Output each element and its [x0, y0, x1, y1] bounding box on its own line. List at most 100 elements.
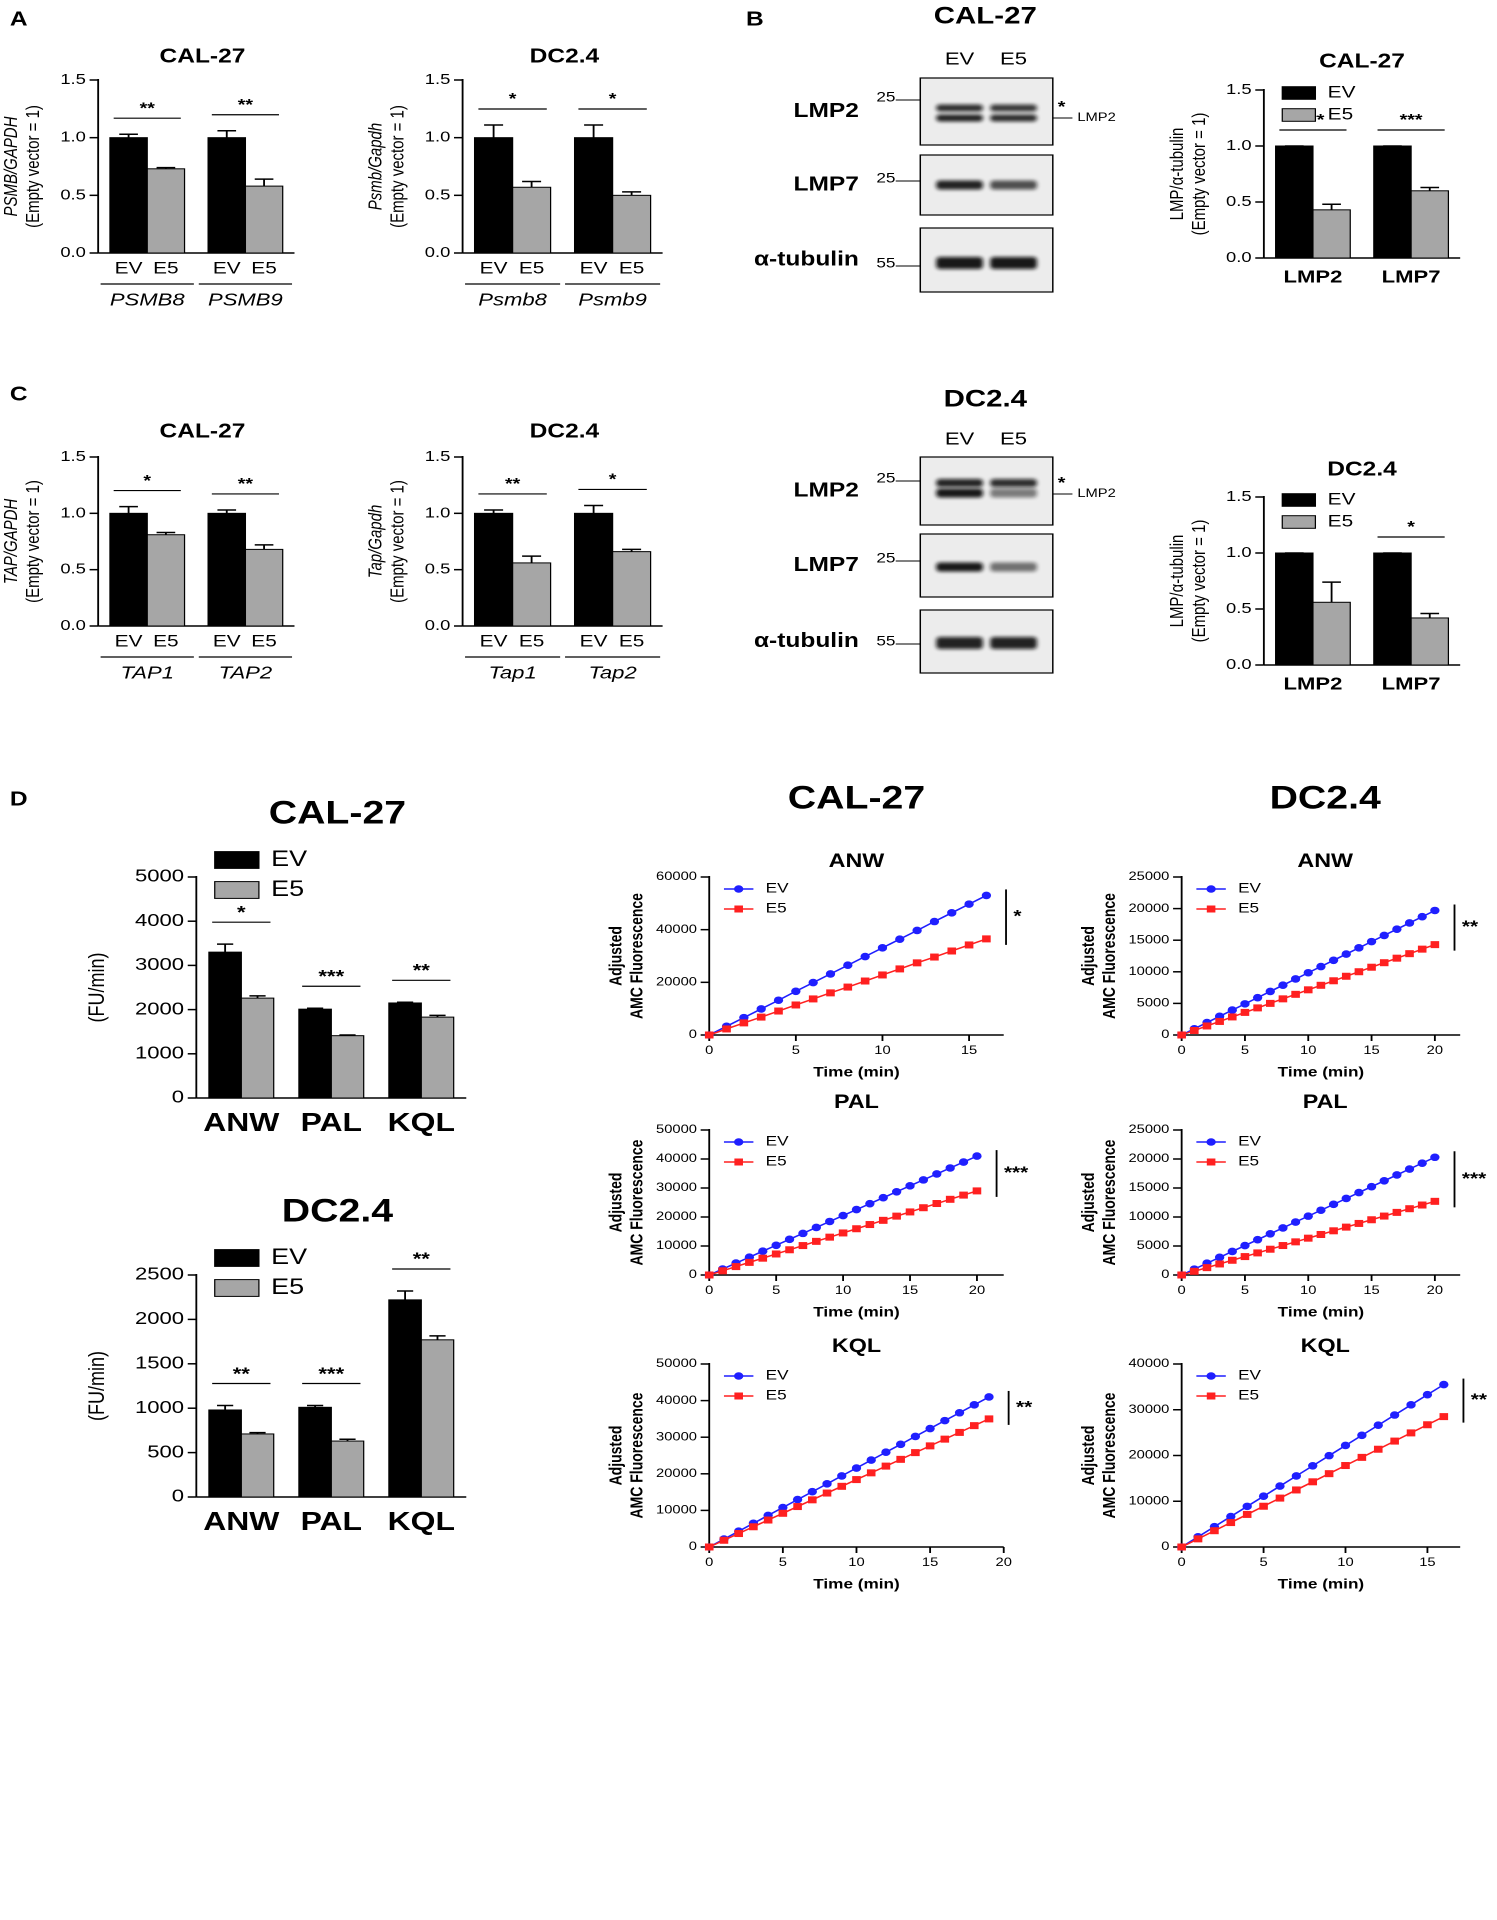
point [1240, 1253, 1250, 1261]
point [878, 971, 887, 979]
point [739, 1019, 749, 1027]
y-tick-label: 10000 [1128, 1209, 1169, 1222]
point [1367, 963, 1376, 971]
x-tick-label: 0 [1178, 1555, 1186, 1568]
point [1354, 944, 1364, 952]
point [1316, 1206, 1326, 1215]
legend-marker [734, 885, 744, 893]
y-axis-label: LMP/α-tubulin [1166, 128, 1187, 221]
x-tick-label: LMP7 [1382, 268, 1441, 288]
blot-row-label: LMP7 [794, 553, 859, 575]
point [1275, 1494, 1285, 1502]
bar [207, 512, 247, 627]
bar [1373, 552, 1412, 666]
y-tick-label: 1000 [135, 1043, 184, 1063]
point [866, 1469, 876, 1477]
bar [1410, 617, 1450, 666]
y-axis-label: AMC Fluorescence [628, 893, 647, 1019]
y-tick-label: 1.0 [1226, 137, 1252, 154]
bar-label: EV [480, 632, 508, 651]
y-axis-label: Psmb/Gapdh [365, 123, 386, 210]
point [1265, 987, 1275, 996]
blot-annotation: * [1058, 98, 1066, 116]
blot-band [990, 257, 1037, 269]
bar [240, 997, 275, 1099]
y-tick-label: 0 [1161, 1267, 1169, 1280]
blot-title: CAL-27 [934, 2, 1037, 29]
point [1405, 1205, 1414, 1213]
bar [330, 1440, 365, 1498]
y-tick-label: 0 [1161, 1027, 1169, 1040]
blot-band [936, 562, 983, 572]
y-axis-label: (FU/min) [85, 953, 109, 1023]
point [1390, 1437, 1399, 1445]
point [1226, 1512, 1236, 1521]
point [1278, 981, 1288, 989]
legend-marker [1206, 885, 1216, 893]
blot-annotation: LMP2 [1077, 110, 1115, 123]
x-tick-label: 15 [961, 1043, 977, 1056]
legend-label: EV [1238, 881, 1262, 896]
y-tick-label: 15000 [1128, 933, 1169, 946]
point [825, 1217, 835, 1226]
y-axis-label: Adjusted [607, 1173, 626, 1233]
bar [573, 137, 614, 254]
y-tick-label: 5000 [135, 867, 184, 887]
point [1329, 977, 1338, 985]
y-tick-label: 0.0 [60, 617, 86, 634]
legend-label: EV [766, 1134, 790, 1149]
y-tick-label: 0.0 [425, 617, 451, 634]
y-tick-label: 1.0 [60, 128, 86, 145]
legend-marker [734, 1372, 744, 1380]
blot-band [936, 104, 983, 112]
legend-label: EV [1238, 1134, 1262, 1149]
y-tick-label: 0 [172, 1487, 184, 1507]
point [911, 1449, 920, 1457]
point [1341, 972, 1351, 980]
legend-marker [734, 905, 743, 913]
point [731, 1263, 741, 1271]
lane-label: E5 [1000, 430, 1027, 450]
point [1379, 1177, 1389, 1185]
x-axis-label: Time (min) [1278, 1305, 1364, 1320]
legend-label: E5 [1328, 105, 1354, 124]
x-tick-label: 10 [1300, 1043, 1316, 1056]
bar [1312, 209, 1351, 259]
point [822, 1489, 832, 1497]
y-tick-label: 1500 [135, 1353, 184, 1373]
point [972, 1152, 982, 1160]
legend-label: E5 [1328, 512, 1354, 531]
y-tick-label: 20000 [656, 1466, 697, 1479]
legend-label: EV [1328, 490, 1356, 509]
legend-swatch [214, 1249, 260, 1267]
point [984, 1393, 994, 1401]
x-tick-label: 20 [1427, 1283, 1443, 1296]
blot-band [990, 479, 1037, 487]
y-tick-label: 0.0 [1226, 656, 1252, 673]
point [1316, 1230, 1326, 1238]
point [1265, 999, 1275, 1007]
point [1373, 1445, 1383, 1453]
point [969, 1422, 979, 1430]
point [1379, 959, 1389, 967]
x-tick-label: PAL [301, 1109, 362, 1138]
point [878, 1193, 888, 1202]
point [1354, 968, 1364, 976]
y-tick-label: 1.0 [425, 504, 451, 521]
point [1357, 1431, 1367, 1440]
point [1177, 1031, 1186, 1039]
bar [298, 1008, 332, 1099]
y-tick-label: 0 [172, 1088, 184, 1108]
point [1258, 1492, 1269, 1501]
point [722, 1025, 731, 1033]
x-tick-label: 5 [779, 1555, 787, 1568]
point [1417, 945, 1427, 953]
point [838, 1211, 848, 1220]
point [930, 953, 939, 961]
point [793, 1503, 802, 1511]
significance-label: * [609, 90, 617, 108]
y-tick-label: 1.5 [1226, 81, 1252, 98]
significance-label: * [143, 472, 151, 490]
point [1259, 1502, 1268, 1510]
point [1341, 1223, 1351, 1231]
